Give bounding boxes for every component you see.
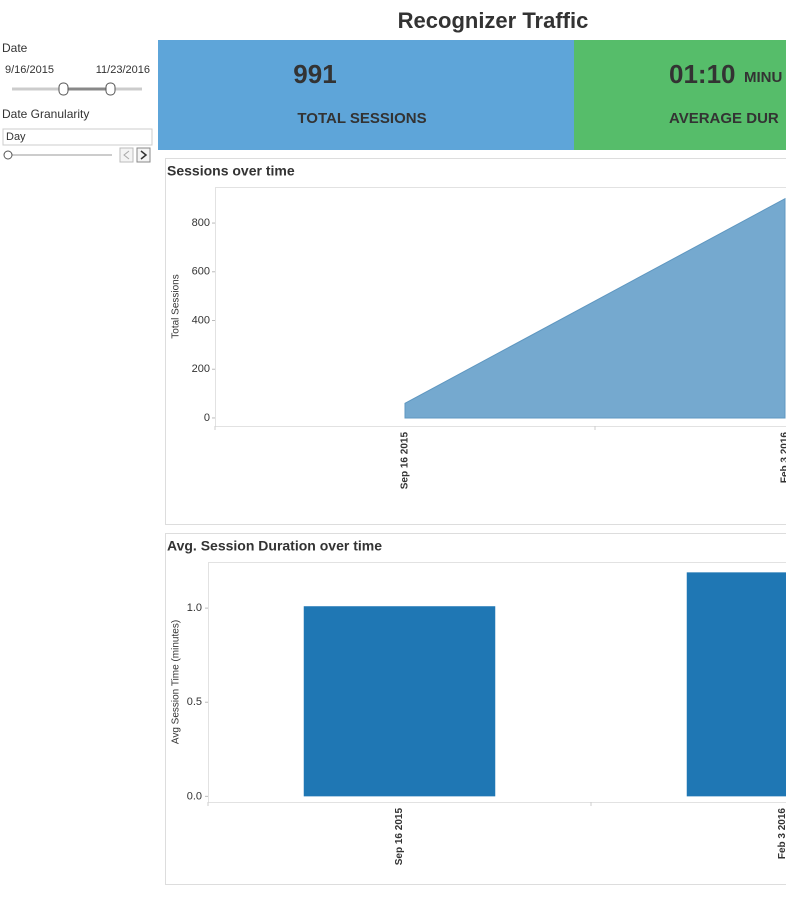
x-tick-label: Feb 3 2016: [777, 808, 788, 860]
chart-panel: [165, 158, 786, 525]
slider-handle[interactable]: [105, 82, 116, 96]
y-tick-label: 800: [192, 217, 210, 229]
y-tick-label: 0: [204, 412, 210, 424]
dashboard-title: Recognizer Traffic: [398, 8, 589, 33]
x-tick-label: Sep 16 2015: [400, 432, 411, 490]
kpi-label: TOTAL SESSIONS: [297, 110, 426, 127]
dropdown[interactable]: [2, 128, 153, 146]
date-start: 9/16/2015: [5, 64, 54, 76]
date-end: 11/23/2016: [96, 64, 150, 76]
kpi-value: 01:10: [669, 59, 736, 89]
area: [404, 197, 786, 419]
chart-title: Avg. Session Duration over time: [167, 538, 382, 554]
chart-panel: [165, 533, 786, 885]
kpi-tile: [574, 40, 786, 150]
bar: [686, 572, 786, 797]
filter-label: Date: [2, 41, 28, 55]
y-tick-label: 1.0: [187, 602, 202, 614]
prev-button[interactable]: [119, 147, 134, 163]
dropdown-value: Day: [6, 131, 26, 143]
y-tick-label: 0.0: [187, 790, 202, 802]
y-tick-label: 200: [192, 363, 210, 375]
y-tick-label: 400: [192, 314, 210, 326]
y-axis-label: Avg Session Time (minutes): [171, 620, 182, 744]
bar: [303, 606, 496, 797]
next-button[interactable]: [136, 147, 151, 163]
next-icon: [140, 150, 148, 160]
prev-icon: [123, 150, 130, 160]
x-tick-label: Feb 3 2016: [780, 432, 791, 484]
slider-handle[interactable]: [3, 150, 13, 160]
kpi-label: AVERAGE DUR: [669, 110, 779, 127]
content: Recognizer Traffic Date 9/16/2015 11/23/…: [2, 8, 791, 885]
slider-handle[interactable]: [58, 82, 69, 96]
y-tick-label: 0.5: [187, 696, 202, 708]
y-axis-label: Total Sessions: [171, 274, 182, 338]
filter-label: Date Granularity: [2, 107, 89, 121]
x-tick-label: Sep 16 2015: [394, 808, 405, 866]
chart-title: Sessions over time: [167, 163, 295, 179]
kpi-value: 991: [293, 59, 336, 89]
kpi-unit: MINU: [744, 69, 782, 86]
kpi-tile: [158, 40, 574, 150]
y-tick-label: 600: [192, 266, 210, 278]
